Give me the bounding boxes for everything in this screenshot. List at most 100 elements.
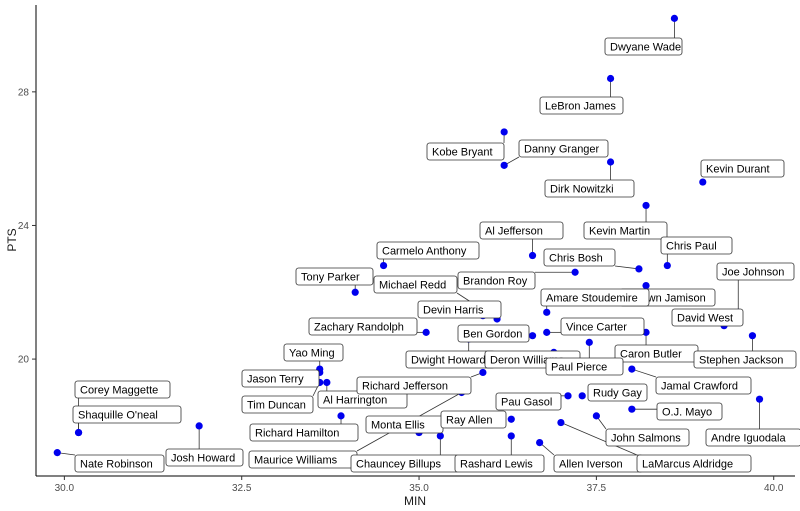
point-label: Josh Howard [165, 448, 244, 467]
point-label: Rashard Lewis [454, 454, 545, 473]
point-label-box [440, 410, 507, 429]
point-label: Amare Stoudemire [540, 288, 650, 307]
data-point [195, 422, 203, 430]
data-point [422, 328, 430, 336]
point-label-text: Vince Carter [566, 322, 627, 334]
axes [35, 5, 795, 477]
point-label: Rudy Gay [587, 383, 648, 402]
data-point [74, 428, 83, 437]
label-leader-line [631, 368, 657, 378]
x-tick-label: 32.5 [232, 483, 252, 494]
point-label: Jason Terry [241, 369, 320, 388]
point-label: John Salmons [605, 428, 690, 447]
point-label: Ray Allen [440, 410, 507, 429]
point-label: Devin Harris [417, 300, 502, 319]
point-label: Dwyane Wade [604, 37, 683, 56]
point-label-text: Michael Redd [379, 280, 446, 292]
point-label-box [417, 300, 502, 319]
point-label-text: Jason Terry [247, 374, 304, 386]
point-label-text: Rudy Gay [593, 388, 642, 400]
point-label-box [693, 350, 797, 369]
point-label: Allen Iverson [553, 454, 644, 473]
point-label-text: Devin Harris [423, 305, 484, 317]
data-point [606, 74, 615, 83]
point-label-box [544, 179, 635, 198]
point-label-text: Yao Ming [289, 348, 335, 360]
point-label-text: Shaquille O'neal [78, 410, 158, 422]
point-labels: Dwyane Wade LeBron James Kobe Bryant Danny … [72, 37, 800, 473]
point-label-box [249, 423, 359, 442]
point-label-text: Carmelo Anthony [382, 246, 467, 258]
data-point [379, 261, 388, 270]
point-label: Al Jefferson [479, 221, 564, 240]
point-label: Tony Parker [295, 267, 374, 286]
x-tick-label: 40.0 [764, 483, 784, 494]
point-label: Richard Hamilton [249, 423, 359, 442]
point-label: Kevin Durant [700, 159, 785, 178]
point-label-text: Stephen Jackson [699, 355, 783, 367]
point-label-text: Kevin Durant [706, 164, 770, 176]
point-label: Paul Pierce [545, 357, 624, 376]
data-point [337, 412, 345, 420]
point-label-box [495, 392, 562, 411]
data-point [507, 415, 515, 423]
point-label-text: Kobe Bryant [432, 147, 493, 159]
point-label-text: Tim Duncan [247, 400, 306, 412]
point-label-box [636, 454, 752, 473]
data-point [670, 14, 679, 22]
data-point [578, 392, 586, 400]
data-point [748, 332, 757, 340]
point-label-box [74, 454, 165, 473]
data-point [500, 128, 508, 136]
point-label-box [241, 395, 314, 414]
point-label-box [376, 241, 480, 260]
data-point [536, 438, 544, 447]
point-label: Michael Redd [373, 275, 458, 294]
point-label-text: Caron Butler [620, 349, 682, 361]
point-label-text: Josh Howard [171, 453, 235, 465]
point-label: Chris Paul [660, 236, 733, 255]
point-label-box [373, 275, 458, 294]
point-label-box [457, 271, 536, 290]
point-label: Chris Bosh [543, 248, 616, 267]
point-label-text: Danny Granger [524, 144, 600, 156]
point-label-box [545, 357, 624, 376]
point-label-text: Andre Iguodala [711, 433, 786, 445]
label-leader-line [560, 422, 638, 456]
point-label: Kobe Bryant [426, 142, 505, 161]
data-point [543, 328, 551, 336]
data-point [557, 418, 565, 427]
point-label: Danny Granger [518, 139, 609, 158]
point-label-box [72, 405, 182, 424]
label-leader-line [614, 265, 639, 270]
point-label-text: Ben Gordon [463, 329, 522, 341]
point-label-box [700, 159, 785, 178]
data-point [351, 288, 359, 296]
point-label-text: Paul Pierce [551, 362, 607, 374]
point-label: Stephen Jackson [693, 350, 797, 369]
point-label: Monta Ellis [365, 415, 444, 434]
data-point [500, 161, 508, 169]
point-label-box [716, 262, 795, 281]
data-point [699, 178, 707, 186]
point-label-box [587, 383, 648, 402]
data-point [528, 251, 537, 260]
point-label: Tim Duncan [241, 395, 314, 414]
y-tick-label: 28 [18, 87, 30, 98]
point-label-text: Richard Hamilton [255, 428, 339, 440]
point-label: David West [671, 308, 744, 327]
point-label-box [543, 248, 616, 267]
point-label: Chauncey Billups [350, 454, 460, 473]
point-label-box [655, 376, 752, 395]
point-label-text: Rashard Lewis [460, 459, 533, 471]
point-label-box [540, 288, 650, 307]
point-label-text: Brandon Roy [463, 276, 528, 288]
data-point [528, 332, 537, 340]
point-label: Dwight Howard [405, 350, 496, 369]
point-label: Dirk Nowitzki [544, 179, 635, 198]
point-label-text: Corey Maggette [80, 385, 158, 397]
point-label-text: Chris Bosh [549, 253, 603, 265]
point-label-text: Chris Paul [666, 241, 717, 253]
point-label: Al Harrington [317, 390, 408, 409]
